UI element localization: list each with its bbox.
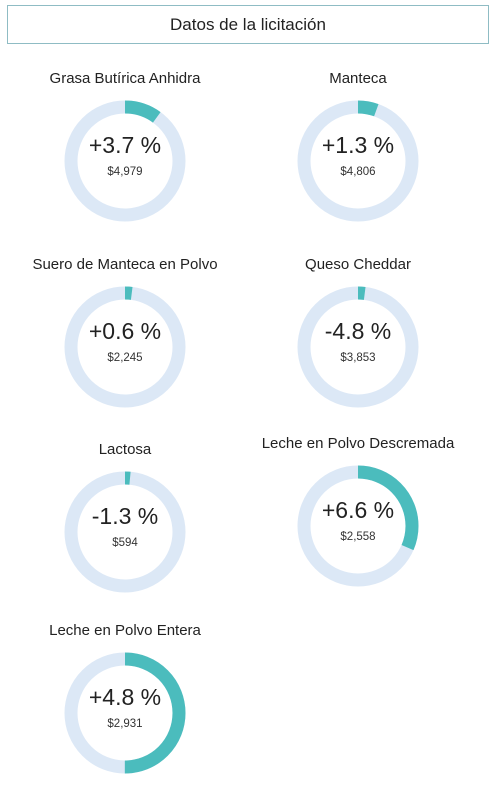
price-value: $3,853: [340, 352, 376, 364]
donut-svg: [64, 286, 186, 408]
donut-svg: [297, 465, 419, 587]
donut-fill-arc: [297, 465, 419, 587]
donut-title: Lactosa: [98, 441, 152, 458]
change-value: +1.3 %: [321, 132, 395, 158]
donut-chart: +0.6 % $2,245: [64, 286, 186, 408]
change-value: -4.8 %: [324, 318, 392, 344]
donut-svg: [297, 286, 419, 408]
price-value: $594: [112, 537, 138, 549]
donut-track: [64, 471, 186, 593]
donut-chart: -4.8 % $3,853: [297, 286, 419, 408]
donut-title: Queso Cheddar: [305, 256, 411, 273]
donut-fill-arc: [64, 471, 186, 593]
page-title: Datos de la licitación: [7, 5, 489, 44]
donut-svg: [297, 100, 419, 222]
donut-track: [297, 286, 419, 408]
change-value: +4.8 %: [88, 684, 162, 710]
donut-title: Suero de Manteca en Polvo: [32, 256, 218, 273]
donut-svg: [64, 100, 186, 222]
donut-title: Leche en Polvo Descremada: [261, 435, 455, 452]
donut-title: Leche en Polvo Entera: [49, 622, 201, 639]
donut-card-grasa-butirica: Grasa Butírica Anhidra +3.7 % $4,979: [0, 70, 250, 255]
donut-fill-arc: [297, 286, 419, 408]
donut-card-leche-descremada: Leche en Polvo Descremada +6.6 % $2,558: [233, 435, 483, 620]
donut-card-leche-entera: Leche en Polvo Entera +4.8 % $2,931: [0, 622, 250, 807]
donut-fill-arc: [64, 100, 186, 222]
donut-chart: +6.6 % $2,558: [297, 465, 419, 587]
donut-fill-arc: [64, 286, 186, 408]
price-value: $2,931: [107, 718, 143, 730]
price-value: $4,979: [107, 166, 143, 178]
donut-svg: [64, 471, 186, 593]
price-value: $2,558: [340, 531, 376, 543]
donut-chart: +3.7 % $4,979: [64, 100, 186, 222]
donut-title: Grasa Butírica Anhidra: [49, 70, 201, 87]
donut-fill-arc: [297, 100, 419, 222]
donut-chart: +4.8 % $2,931: [64, 652, 186, 774]
donut-chart: -1.3 % $594: [64, 471, 186, 593]
donut-track: [297, 100, 419, 222]
change-value: +0.6 %: [88, 318, 162, 344]
donut-card-suero: Suero de Manteca en Polvo +0.6 % $2,245: [0, 256, 250, 441]
change-value: -1.3 %: [91, 503, 159, 529]
donut-track: [64, 286, 186, 408]
donut-card-lactosa: Lactosa -1.3 % $594: [0, 441, 250, 626]
donut-chart: +1.3 % $4,806: [297, 100, 419, 222]
donut-card-queso-cheddar: Queso Cheddar -4.8 % $3,853: [233, 256, 483, 441]
donut-fill-arc: [64, 652, 186, 774]
donut-svg: [64, 652, 186, 774]
change-value: +6.6 %: [321, 497, 395, 523]
donut-title: Manteca: [329, 70, 387, 87]
donut-card-manteca: Manteca +1.3 % $4,806: [233, 70, 483, 255]
donut-track: [64, 100, 186, 222]
change-value: +3.7 %: [88, 132, 162, 158]
price-value: $2,245: [107, 352, 143, 364]
price-value: $4,806: [340, 166, 376, 178]
